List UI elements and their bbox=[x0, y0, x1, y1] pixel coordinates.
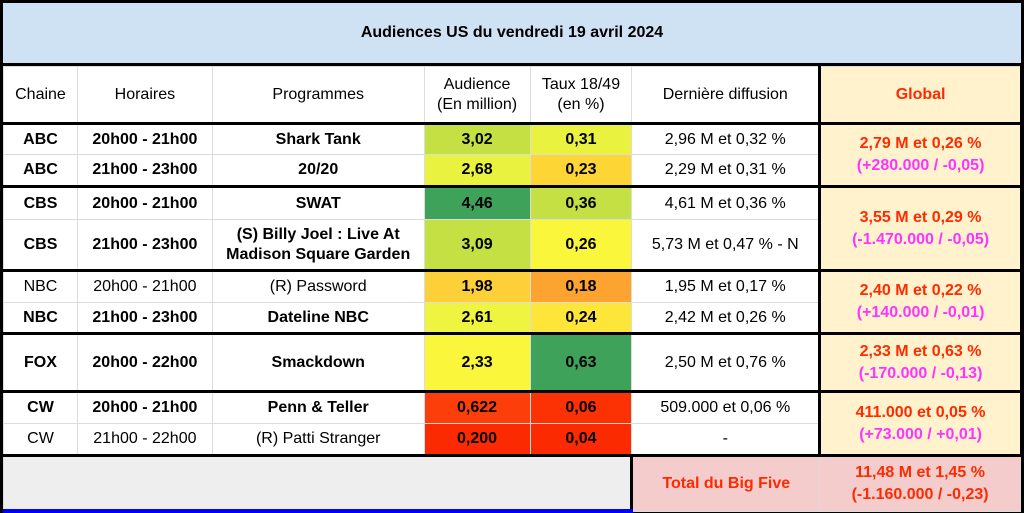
cell-audience: 4,46 bbox=[423, 185, 531, 220]
cell-chaine: FOX bbox=[3, 332, 78, 392]
cell-chaine: CW bbox=[3, 390, 78, 424]
cell-programme: Dateline NBC bbox=[211, 302, 425, 334]
header-global: Global bbox=[818, 66, 1021, 124]
cell-horaires: 20h00 - 21h00 bbox=[76, 122, 213, 155]
header-row: Chaine Horaires Programmes Audience (En m… bbox=[3, 66, 1021, 124]
global-sub: (+73.000 / +0,01) bbox=[859, 425, 982, 443]
cell-global: 3,55 M et 0,29 % (-1.470.000 / -0,05) bbox=[818, 185, 1021, 271]
cell-programme: 20/20 bbox=[211, 154, 425, 187]
cell-chaine: NBC bbox=[3, 269, 78, 303]
table-row: NBC 21h00 - 23h00 Dateline NBC 2,61 0,24 2,42… bbox=[3, 302, 1021, 334]
table-body: ABC 20h00 - 21h00 Shark Tank 3,02 0,31 2,96 M… bbox=[3, 122, 1021, 456]
global-main: 3,55 M et 0,29 % bbox=[859, 208, 982, 226]
cell-taux: 0,18 bbox=[529, 269, 633, 303]
cell-taux: 0,24 bbox=[529, 302, 633, 334]
cell-horaires: 21h00 - 22h00 bbox=[76, 423, 213, 456]
cell-programme: Penn & Teller bbox=[211, 390, 425, 424]
cell-chaine: CBS bbox=[3, 185, 78, 220]
cell-audience: 2,68 bbox=[423, 154, 531, 187]
cell-audience: 3,09 bbox=[423, 219, 531, 271]
cell-derniere: 2,42 M et 0,26 % bbox=[631, 302, 821, 334]
cell-derniere: 2,29 M et 0,31 % bbox=[631, 154, 821, 187]
cell-programme: (R) Password bbox=[211, 269, 425, 303]
global-main: 2,40 M et 0,22 % bbox=[859, 282, 982, 299]
cell-programme: Shark Tank bbox=[211, 122, 425, 155]
cell-global: 2,79 M et 0,26 % (+280.000 / -0,05) bbox=[818, 122, 1021, 187]
cell-audience: 1,98 bbox=[423, 269, 531, 303]
table-row: CW 21h00 - 22h00 (R) Patti Stranger 0,200 0,… bbox=[3, 423, 1021, 456]
header-taux-l2: (en %) bbox=[557, 95, 605, 113]
cell-chaine: CBS bbox=[3, 219, 78, 271]
table-row: NBC 20h00 - 21h00 (R) Password 1,98 0,18 1,95… bbox=[3, 269, 1021, 334]
cell-taux: 0,06 bbox=[529, 390, 633, 424]
cell-audience: 3,02 bbox=[423, 122, 531, 155]
cell-global: 2,33 M et 0,63 % (-170.000 / -0,13) bbox=[818, 332, 1021, 392]
global-main: 2,33 M et 0,63 % bbox=[859, 342, 982, 360]
cell-taux: 0,26 bbox=[529, 219, 633, 271]
cell-programme: (S) Billy Joel : Live At Madison Square … bbox=[211, 219, 425, 271]
header-chaine: Chaine bbox=[3, 66, 78, 124]
cell-audience: 2,61 bbox=[423, 302, 531, 334]
cell-horaires: 20h00 - 22h00 bbox=[76, 332, 213, 392]
cell-horaires: 20h00 - 21h00 bbox=[76, 390, 213, 424]
cell-global: 2,40 M et 0,22 % (+140.000 / -0,01) bbox=[818, 269, 1021, 334]
cell-programme: Smackdown bbox=[211, 332, 425, 392]
cell-horaires: 20h00 - 21h00 bbox=[76, 269, 213, 303]
footer-total-label: Total du Big Five bbox=[630, 454, 821, 512]
global-main: 411.000 et 0,05 % bbox=[855, 403, 986, 421]
footer-blank bbox=[2, 454, 633, 513]
table-row: ABC 20h00 - 21h00 Shark Tank 3,02 0,31 2,96 M… bbox=[3, 122, 1021, 187]
cell-horaires: 21h00 - 23h00 bbox=[76, 219, 213, 271]
cell-global: 411.000 et 0,05 % (+73.000 / +0,01) bbox=[818, 390, 1021, 456]
cell-taux: 0,23 bbox=[529, 154, 633, 187]
cell-chaine: ABC bbox=[3, 154, 78, 187]
global-sub: (+140.000 / -0,01) bbox=[856, 304, 985, 321]
global-sub: (-170.000 / -0,13) bbox=[858, 364, 983, 382]
footer-row: Total du Big Five 11,48 M et 1,45 % (-1.… bbox=[2, 454, 1021, 513]
cell-audience: 2,33 bbox=[423, 332, 531, 392]
cell-derniere: 1,95 M et 0,17 % bbox=[631, 269, 821, 303]
cell-taux: 0,63 bbox=[529, 332, 633, 392]
cell-programme: SWAT bbox=[211, 185, 425, 220]
cell-derniere: 4,61 M et 0,36 % bbox=[631, 185, 821, 220]
header-audience-l2: (En million) bbox=[437, 95, 518, 113]
header-horaires: Horaires bbox=[76, 66, 213, 124]
cell-chaine: CW bbox=[3, 423, 78, 456]
cell-chaine: ABC bbox=[3, 122, 78, 155]
cell-chaine: NBC bbox=[3, 302, 78, 334]
table-row: ABC 21h00 - 23h00 20/20 2,68 0,23 2,29 M et 0… bbox=[3, 154, 1021, 187]
header-taux: Taux 18/49 (en %) bbox=[529, 66, 633, 124]
global-sub: (-1.470.000 / -0,05) bbox=[852, 230, 990, 248]
global-sub: (+280.000 / -0,05) bbox=[856, 157, 985, 174]
footer-total-value: 11,48 M et 1,45 % (-1.160.000 / -0,23) bbox=[819, 454, 1021, 512]
cell-audience: 0,622 bbox=[423, 390, 531, 424]
cell-derniere: 509.000 et 0,06 % bbox=[631, 390, 821, 424]
footer-total-sub: (-1.160.000 / -0,23) bbox=[851, 485, 989, 503]
header-programmes: Programmes bbox=[211, 66, 425, 124]
cell-derniere: 2,50 M et 0,76 % bbox=[631, 332, 821, 392]
header-derniere: Dernière diffusion bbox=[631, 66, 821, 124]
cell-horaires: 21h00 - 23h00 bbox=[76, 302, 213, 334]
table-row: FOX 20h00 - 22h00 Smackdown 2,33 0,63 2,50 M … bbox=[3, 332, 1021, 392]
audience-sheet: Audiences US du vendredi 19 avril 2024 C… bbox=[2, 3, 1021, 513]
cell-horaires: 21h00 - 23h00 bbox=[76, 154, 213, 187]
cell-taux: 0,04 bbox=[529, 423, 633, 456]
table-row: CW 20h00 - 21h00 Penn & Teller 0,622 0,06 509… bbox=[3, 390, 1021, 456]
cell-programme: (R) Patti Stranger bbox=[211, 423, 425, 456]
sheet-title: Audiences US du vendredi 19 avril 2024 bbox=[3, 3, 1021, 66]
cell-taux: 0,31 bbox=[529, 122, 633, 155]
cell-horaires: 20h00 - 21h00 bbox=[76, 185, 213, 220]
cell-derniere: 5,73 M et 0,47 % - N bbox=[631, 219, 821, 271]
cell-audience: 0,200 bbox=[423, 423, 531, 456]
header-taux-l1: Taux 18/49 bbox=[541, 75, 621, 93]
audience-table: Chaine Horaires Programmes Audience (En m… bbox=[2, 66, 1021, 513]
table-row: CBS 20h00 - 21h00 SWAT 4,46 0,36 4,61 M et 0,… bbox=[3, 185, 1021, 271]
footer-total-main: 11,48 M et 1,45 % bbox=[855, 463, 985, 481]
global-main: 2,79 M et 0,26 % bbox=[859, 135, 982, 152]
header-audience-l1: Audience bbox=[443, 75, 511, 93]
cell-derniere: - bbox=[631, 423, 821, 456]
cell-derniere: 2,96 M et 0,32 % bbox=[631, 122, 821, 155]
cell-taux: 0,36 bbox=[529, 185, 633, 220]
header-audience: Audience (En million) bbox=[423, 66, 531, 124]
